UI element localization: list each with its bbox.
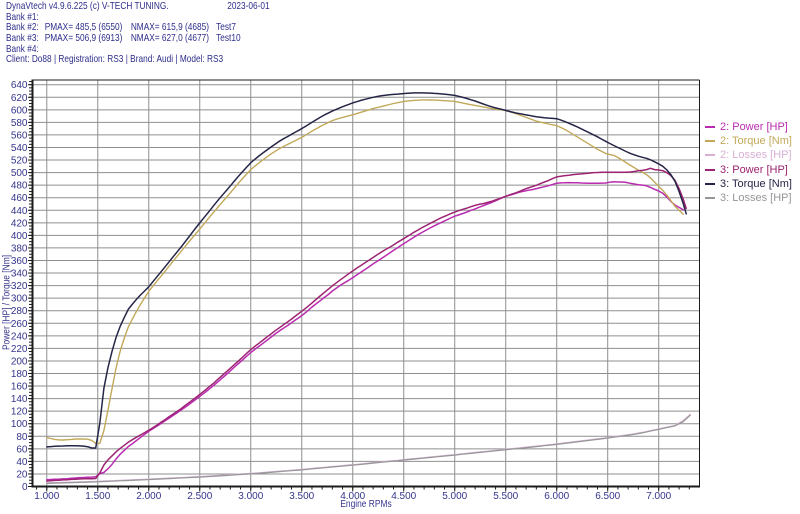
y-tick-label: 280 <box>11 306 28 317</box>
y-tick-label: 20 <box>16 469 28 480</box>
y-tick-label: 80 <box>16 432 28 443</box>
x-tick-label: 1.500 <box>85 491 110 502</box>
legend-label: 2: Power [HP] <box>720 121 788 134</box>
client-info: Client: Do88 | Registration: RS3 | Brand… <box>6 53 224 66</box>
bank-test: Test7 <box>216 21 236 34</box>
series-line-1 <box>46 99 684 445</box>
bank-pmax: PMAX= 485,5 (6550) <box>44 21 123 34</box>
legend-item-0: 2: Power [HP] <box>705 120 792 134</box>
x-tick-label: 7.000 <box>646 491 671 502</box>
legend-label: 3: Power [HP] <box>720 163 788 176</box>
y-tick-label: 420 <box>11 218 28 229</box>
bank-label: Bank #3: <box>6 32 39 45</box>
x-tick-label: 2.000 <box>136 491 161 502</box>
x-axis-title: Engine RPMs <box>340 498 392 510</box>
legend-swatch-icon <box>705 197 715 200</box>
series-line-4 <box>46 92 687 449</box>
y-axis-title: Power [HP] / Torque [Nm] <box>1 254 13 351</box>
y-tick-label: 200 <box>11 356 28 367</box>
y-tick-label: 640 <box>11 80 28 91</box>
y-tick-label: 480 <box>11 181 28 192</box>
y-tick-label: 160 <box>11 382 28 393</box>
legend-swatch-icon <box>705 182 715 185</box>
y-tick-label: 500 <box>11 168 28 179</box>
bank-row-3: Bank #3: PMAX= 506,9 (6913) NMAX= 627,0 (4… <box>6 33 241 44</box>
legend-item-2: 2: Losses [HP] <box>705 148 792 162</box>
legend-item-4: 3: Torque [Nm] <box>705 177 792 191</box>
y-tick-label: 60 <box>16 444 28 455</box>
y-tick-label: 380 <box>11 243 28 254</box>
bank-row-1: Bank #1: <box>6 10 241 23</box>
x-tick-label: 2.500 <box>187 491 212 502</box>
legend-swatch-icon <box>705 168 715 171</box>
legend-label: 3: Torque [Nm] <box>720 177 792 190</box>
y-tick-label: 460 <box>11 193 28 204</box>
bank-test: Test10 <box>216 32 241 45</box>
legend-item-3: 3: Power [HP] <box>705 163 792 177</box>
y-tick-label: 240 <box>11 331 28 342</box>
x-tick-label: 5.500 <box>493 491 518 502</box>
y-tick-label: 620 <box>11 93 28 104</box>
y-tick-label: 400 <box>11 231 28 242</box>
y-tick-label: 600 <box>11 105 28 116</box>
y-tick-label: 100 <box>11 419 28 430</box>
report-header: DynaVtech v4.9.6.225 (c) V-TECH TUNING. … <box>6 0 270 65</box>
legend-item-1: 2: Torque [Nm] <box>705 134 792 148</box>
legend-swatch-icon <box>705 126 715 129</box>
legend-swatch-icon <box>705 154 715 157</box>
bank-pmax: PMAX= 506,9 (6913) <box>44 32 123 45</box>
legend-swatch-icon <box>705 140 715 143</box>
y-tick-label: 580 <box>11 118 28 129</box>
y-tick-label: 120 <box>11 407 28 418</box>
bank-label: Bank #2: <box>6 21 39 34</box>
series-line-5 <box>46 414 691 484</box>
bank-nmax: NMAX= 615,9 (4685) <box>130 21 209 34</box>
legend-label: 2: Losses [HP] <box>720 149 792 162</box>
x-tick-label: 6.500 <box>595 491 620 502</box>
bank-label: Bank #4: <box>6 42 39 55</box>
y-tick-label: 440 <box>11 206 28 217</box>
y-tick-label: 260 <box>11 319 28 330</box>
y-tick-label: 360 <box>11 256 28 267</box>
y-tick-label: 0 <box>22 482 28 493</box>
y-tick-label: 540 <box>11 143 28 154</box>
x-tick-label: 1.000 <box>34 491 59 502</box>
client-row: Client: Do88 | Registration: RS3 | Brand… <box>6 54 241 65</box>
y-tick-label: 340 <box>11 269 28 280</box>
bank-label: Bank #1: <box>6 10 39 23</box>
legend-label: 2: Torque [Nm] <box>720 135 792 148</box>
series-line-0 <box>46 180 684 481</box>
y-tick-label: 40 <box>16 457 28 468</box>
app-title: DynaVtech v4.9.6.225 (c) V-TECH TUNING. <box>6 0 169 12</box>
y-tick-label: 220 <box>11 344 28 355</box>
y-tick-label: 180 <box>11 369 28 380</box>
x-tick-label: 4.000 <box>340 491 365 502</box>
y-tick-label: 320 <box>11 281 28 292</box>
series-line-3 <box>46 167 687 482</box>
x-tick-label: 3.500 <box>289 491 314 502</box>
x-tick-label: 3.000 <box>238 491 263 502</box>
x-tick-label: 5.000 <box>442 491 467 502</box>
bank-row-4: Bank #4: <box>6 44 241 55</box>
y-tick-label: 300 <box>11 294 28 305</box>
bank-nmax: NMAX= 627,0 (4677) <box>130 32 209 45</box>
report-date: 2023-06-01 <box>227 0 270 12</box>
chart-legend: 2: Power [HP] 2: Torque [Nm] 2: Losses [HP… <box>705 120 792 205</box>
y-tick-label: 140 <box>11 394 28 405</box>
y-tick-label: 560 <box>11 130 28 141</box>
legend-item-5: 3: Losses [HP] <box>705 191 792 205</box>
y-tick-label: 520 <box>11 156 28 167</box>
bank-row-2: Bank #2: PMAX= 485,5 (6550) NMAX= 615,9 (4… <box>6 22 241 33</box>
x-tick-label: 4.500 <box>391 491 416 502</box>
x-tick-label: 6.000 <box>544 491 569 502</box>
legend-label: 3: Losses [HP] <box>720 192 792 205</box>
